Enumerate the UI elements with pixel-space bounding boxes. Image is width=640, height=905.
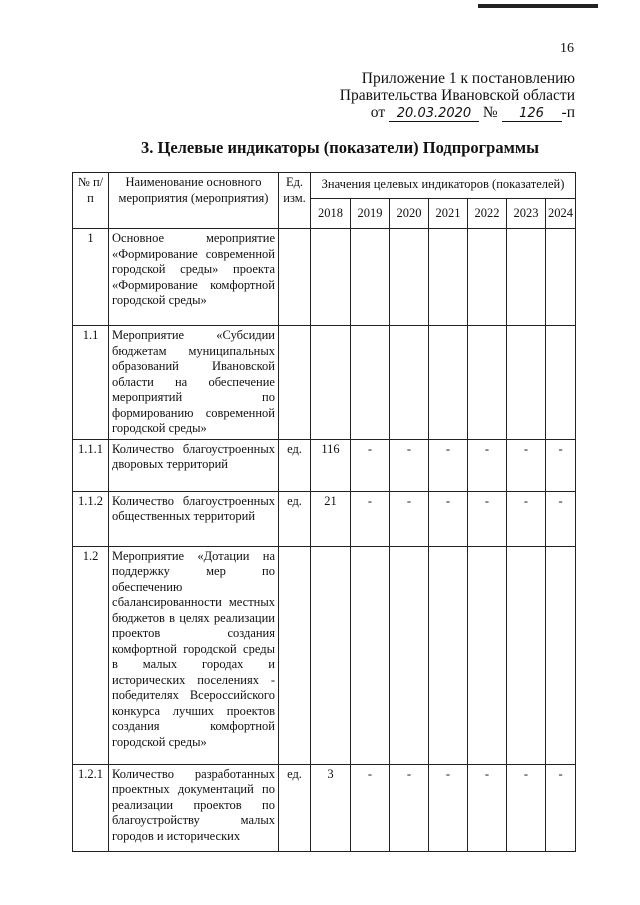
row-num: 1.1.2 <box>72 490 109 547</box>
header-num: № п/п <box>72 172 109 229</box>
row-value: - <box>544 438 577 492</box>
row-unit: ед. <box>278 490 311 547</box>
row-value <box>310 545 351 765</box>
row-value <box>506 325 546 440</box>
row-value: - <box>544 490 577 547</box>
row-value: - <box>467 438 507 492</box>
row-unit <box>278 545 311 765</box>
table-row: 1.1 Мероприятие «Субсидии бюджетам муници… <box>72 325 577 440</box>
row-name: Количество благоустроенных общественных … <box>108 490 279 547</box>
row-value: 21 <box>310 490 351 547</box>
number-prefix: № <box>482 104 498 121</box>
table-row: 1.2.1 Количество разработанных проектных … <box>72 763 577 852</box>
row-value <box>428 545 468 765</box>
header-unit: Ед. изм. <box>278 172 311 229</box>
row-unit <box>278 325 311 440</box>
header-name: Наименование основного мероприятия (меро… <box>108 172 279 229</box>
row-value: 3 <box>310 763 351 852</box>
row-value: - <box>389 438 429 492</box>
header-year: 2023 <box>506 198 546 229</box>
row-value: - <box>389 490 429 547</box>
page-number: 16 <box>560 41 574 56</box>
row-value <box>544 545 577 765</box>
row-unit: ед. <box>278 763 311 852</box>
row-num: 1.2 <box>72 545 109 765</box>
table-row: 1 Основное мероприятие «Формирование совр… <box>72 228 577 326</box>
table-row: 1.2 Мероприятие «Дотации на поддержку мер… <box>72 545 577 765</box>
row-value <box>350 325 390 440</box>
row-num: 1.1.1 <box>72 438 109 492</box>
number-suffix: -п <box>561 104 575 121</box>
row-value: - <box>428 490 468 547</box>
row-num: 1.1 <box>72 325 109 440</box>
row-value <box>467 545 507 765</box>
row-value <box>428 228 468 326</box>
row-value: - <box>389 763 429 852</box>
row-value: - <box>506 763 546 852</box>
row-value: - <box>350 438 390 492</box>
appendix-line: Приложение 1 к постановлению <box>361 70 575 87</box>
header-year: 2018 <box>310 198 351 229</box>
row-value <box>310 228 351 326</box>
header-year: 2020 <box>389 198 429 229</box>
row-value <box>467 325 507 440</box>
row-name: Мероприятие «Дотации на поддержку мер по… <box>108 545 279 765</box>
row-value <box>467 228 507 326</box>
header-values: Значения целевых индикаторов (показателе… <box>309 172 577 199</box>
header-year: 2019 <box>350 198 390 229</box>
row-name: Мероприятие «Субсидии бюджетам муниципал… <box>108 325 279 440</box>
decree-line: от 20.03.2020 № 126 -п <box>371 104 575 122</box>
date-prefix: от <box>370 104 386 121</box>
row-unit: ед. <box>278 438 311 492</box>
row-value <box>310 325 351 440</box>
section-title: 3. Целевые индикаторы (показатели) Подпр… <box>141 138 539 157</box>
row-value <box>389 228 429 326</box>
row-value <box>428 325 468 440</box>
decree-date: 20.03.2020 <box>388 106 479 122</box>
row-value: - <box>428 763 468 852</box>
row-value <box>350 228 390 326</box>
header-year: 2022 <box>467 198 507 229</box>
row-value <box>389 325 429 440</box>
row-value <box>506 545 546 765</box>
row-name: Количество благоустроенных дворовых терр… <box>108 438 279 492</box>
table-row: 1.1.2 Количество благоустроенных обществе… <box>72 490 577 547</box>
row-num: 1 <box>72 228 109 326</box>
row-value <box>544 325 577 440</box>
indicators-table: № п/п Наименование основного мероприятия… <box>72 172 577 852</box>
table-row: 1.1.1 Количество благоустроенных дворовых… <box>72 438 577 492</box>
header-year: 2021 <box>428 198 468 229</box>
row-value: - <box>428 438 468 492</box>
row-value: - <box>350 763 390 852</box>
row-value: - <box>544 763 577 852</box>
row-value: - <box>506 438 546 492</box>
row-value: - <box>467 763 507 852</box>
row-value <box>389 545 429 765</box>
row-value: - <box>506 490 546 547</box>
row-value <box>506 228 546 326</box>
decree-number: 126 <box>501 106 562 122</box>
government-line: Правительства Ивановской области <box>339 87 575 104</box>
row-name: Основное мероприятие «Формирование совре… <box>108 228 279 326</box>
row-value <box>544 228 577 326</box>
row-unit <box>278 228 311 326</box>
row-num: 1.2.1 <box>72 763 109 852</box>
row-value: 116 <box>310 438 351 492</box>
row-name: Количество разработанных проектных докум… <box>108 763 279 852</box>
row-value <box>350 545 390 765</box>
row-value: - <box>350 490 390 547</box>
row-value: - <box>467 490 507 547</box>
header-year: 2024 <box>544 198 577 229</box>
scan-artifact <box>478 4 598 8</box>
